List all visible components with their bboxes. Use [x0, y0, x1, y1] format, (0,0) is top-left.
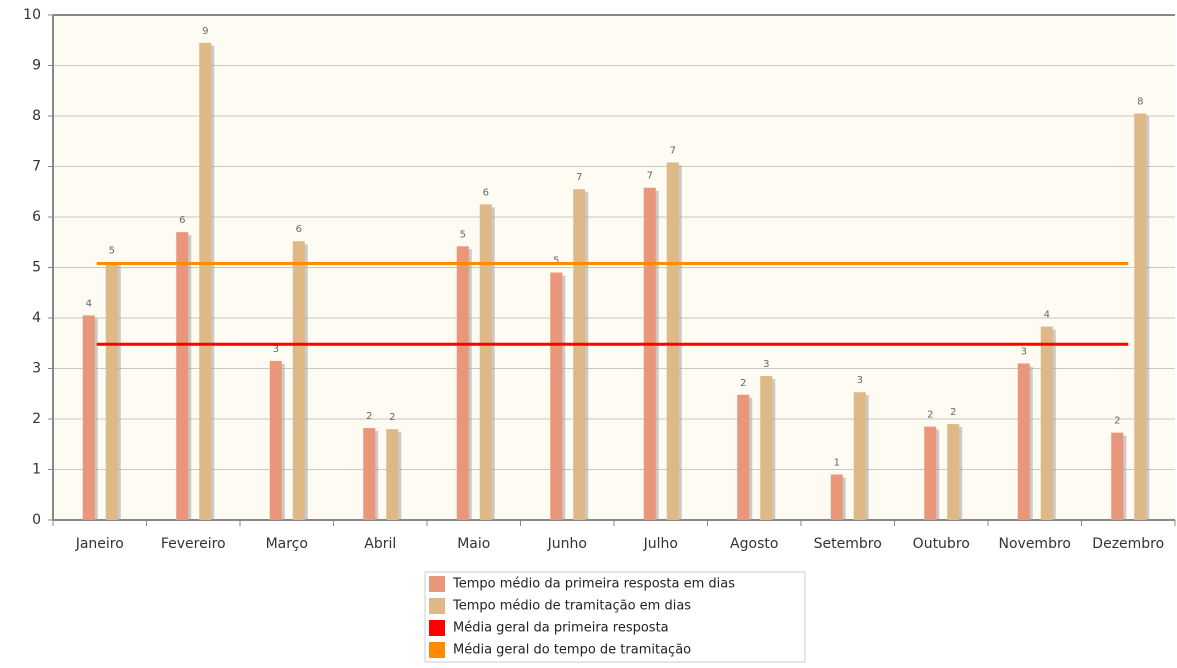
x-tick-label: Junho — [547, 536, 587, 552]
value-label: 5 — [109, 245, 115, 256]
value-label: 6 — [483, 187, 489, 198]
y-tick-label: 9 — [32, 58, 41, 74]
x-tick-label: Outubro — [913, 536, 970, 552]
value-label: 3 — [1021, 346, 1027, 357]
value-label: 6 — [179, 215, 185, 226]
bar — [1040, 326, 1053, 520]
bar — [947, 424, 960, 520]
value-label: 7 — [576, 172, 582, 183]
x-tick-label: Agosto — [730, 536, 778, 552]
y-tick-label: 1 — [32, 462, 41, 478]
bar — [176, 232, 189, 520]
value-label: 5 — [460, 229, 466, 240]
y-tick-label: 8 — [32, 108, 41, 124]
bar — [479, 204, 492, 520]
bar — [1111, 432, 1124, 520]
x-tick-label: Setembro — [814, 536, 882, 552]
value-label: 9 — [202, 26, 208, 37]
value-label: 4 — [1044, 310, 1050, 321]
y-tick-label: 0 — [32, 512, 41, 528]
legend-swatch — [429, 642, 445, 658]
bar — [292, 241, 305, 521]
value-label: 5 — [553, 256, 559, 267]
bar — [456, 246, 469, 521]
bar — [830, 474, 843, 520]
x-tick-label: Dezembro — [1092, 536, 1164, 552]
legend-label: Tempo médio da primeira resposta em dias — [452, 577, 735, 592]
value-label: 2 — [1114, 416, 1120, 427]
x-tick-label: Abril — [364, 536, 396, 552]
value-label: 3 — [857, 375, 863, 386]
y-tick-label: 5 — [32, 260, 41, 276]
x-tick-label: Maio — [457, 536, 490, 552]
y-tick-label: 3 — [32, 361, 41, 377]
bar — [1017, 363, 1030, 520]
value-label: 2 — [927, 410, 933, 421]
value-label: 1 — [834, 458, 840, 469]
value-label: 2 — [389, 412, 395, 423]
x-tick-label: Março — [266, 536, 308, 552]
x-tick-label: Janeiro — [75, 536, 124, 552]
bar — [643, 187, 656, 520]
legend-box — [424, 571, 806, 663]
bar — [666, 162, 679, 520]
x-tick-label: Novembro — [999, 536, 1071, 552]
y-tick-label: 7 — [32, 159, 41, 175]
value-label: 4 — [86, 298, 92, 309]
value-label: 2 — [950, 407, 956, 418]
y-tick-label: 10 — [23, 7, 41, 23]
value-label: 6 — [296, 224, 302, 235]
bar — [105, 262, 118, 520]
bar — [550, 272, 563, 520]
bar — [924, 426, 937, 520]
bar — [363, 428, 376, 520]
bar — [1134, 113, 1147, 520]
value-label: 2 — [740, 378, 746, 389]
bar — [199, 42, 212, 521]
bar — [269, 360, 282, 520]
bar — [760, 376, 773, 520]
x-tick-label: Julho — [643, 536, 678, 552]
value-label: 2 — [366, 411, 372, 422]
bar — [737, 394, 750, 520]
y-tick-label: 6 — [32, 209, 41, 225]
value-label: 7 — [670, 145, 676, 156]
bar — [853, 392, 866, 520]
x-tick-label: Fevereiro — [161, 536, 226, 552]
bar — [386, 429, 399, 520]
value-label: 8 — [1137, 96, 1143, 107]
legend-label: Média geral da primeira resposta — [453, 621, 669, 636]
legend-swatch — [429, 620, 445, 636]
legend-label: Tempo médio de tramitação em dias — [452, 599, 691, 614]
legend-swatch — [429, 576, 445, 592]
y-tick-label: 2 — [32, 411, 41, 427]
value-label: 3 — [763, 359, 769, 370]
y-tick-label: 4 — [32, 310, 41, 326]
bar — [573, 189, 586, 520]
value-label: 3 — [273, 344, 279, 355]
legend-swatch — [429, 598, 445, 614]
legend-label: Média geral do tempo de tramitação — [453, 643, 691, 658]
value-label: 7 — [647, 171, 653, 182]
bar — [82, 315, 95, 520]
